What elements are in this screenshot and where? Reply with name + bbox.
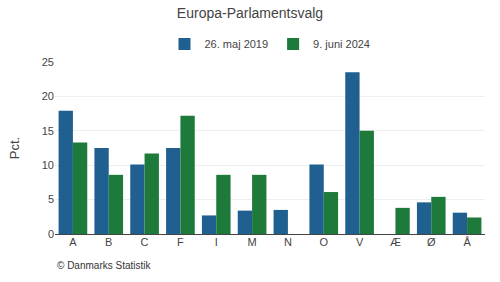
svg-text:26. maj 2019: 26. maj 2019 xyxy=(205,38,269,50)
svg-text:Europa-Parlamentsvalg: Europa-Parlamentsvalg xyxy=(177,5,323,21)
svg-text:10: 10 xyxy=(42,159,54,171)
svg-text:C: C xyxy=(141,236,149,248)
svg-text:15: 15 xyxy=(42,125,54,137)
svg-text:B: B xyxy=(105,236,112,248)
svg-text:A: A xyxy=(69,236,77,248)
svg-text:V: V xyxy=(356,236,364,248)
svg-text:20: 20 xyxy=(42,90,54,102)
svg-text:Æ: Æ xyxy=(390,236,401,248)
svg-text:N: N xyxy=(284,236,292,248)
svg-text:25: 25 xyxy=(42,56,54,68)
svg-text:© Danmarks Statistik: © Danmarks Statistik xyxy=(57,260,152,271)
svg-text:5: 5 xyxy=(48,193,54,205)
svg-text:M: M xyxy=(247,236,256,248)
svg-text:O: O xyxy=(319,236,328,248)
svg-text:9. juni 2024: 9. juni 2024 xyxy=(313,38,370,50)
svg-text:Pct.: Pct. xyxy=(7,137,22,159)
svg-text:Å: Å xyxy=(463,236,471,248)
svg-text:I: I xyxy=(215,236,218,248)
svg-text:F: F xyxy=(177,236,184,248)
svg-text:Ø: Ø xyxy=(427,236,436,248)
svg-text:0: 0 xyxy=(48,228,54,240)
